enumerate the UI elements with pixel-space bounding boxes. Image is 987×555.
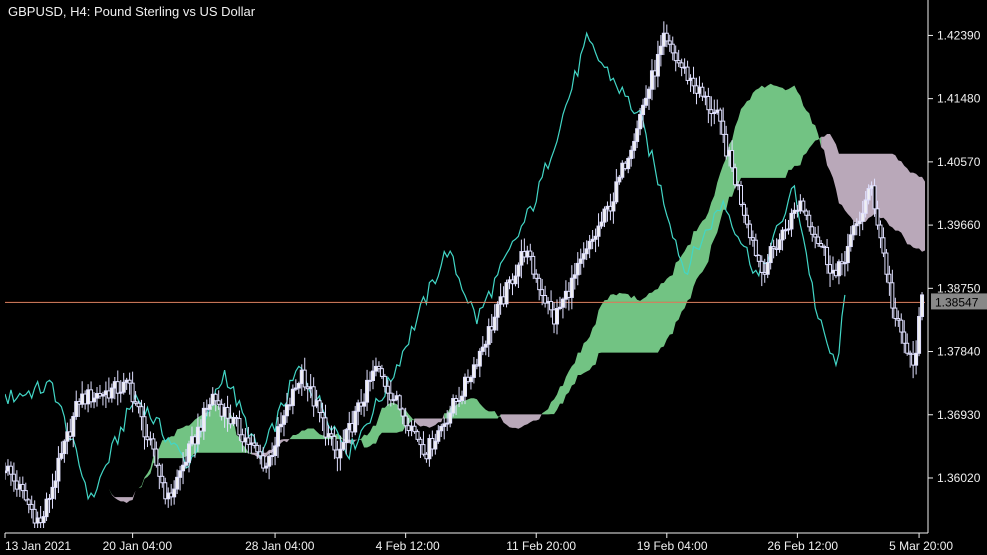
x-tick-label: 5 Mar 20:00: [889, 539, 953, 553]
y-tick-label: 1.42390: [937, 28, 981, 42]
y-tick-label: 1.38750: [937, 281, 981, 295]
chart-svg[interactable]: 1.42390 1.41480 1.40570 1.39660 1.38750 1.378…: [0, 0, 987, 555]
x-tick-label: 19 Feb 04:00: [637, 539, 708, 553]
y-tick-label: 1.40570: [937, 155, 981, 169]
x-tick-label: 13 Jan 2021: [5, 539, 71, 553]
y-tick-label: 1.39660: [937, 218, 981, 232]
x-tick-label: 4 Feb 12:00: [376, 539, 440, 553]
forex-chart[interactable]: 1.42390 1.41480 1.40570 1.39660 1.38750 1.378…: [0, 0, 987, 555]
y-tick-label: 1.36020: [937, 471, 981, 485]
x-tick-label: 20 Jan 04:00: [103, 539, 173, 553]
last-price-label: 1.38547: [935, 295, 979, 309]
chart-title: GBPUSD, H4: Pound Sterling vs US Dollar: [8, 4, 256, 19]
x-tick-label: 11 Feb 20:00: [506, 539, 576, 553]
y-tick-label: 1.36930: [937, 408, 981, 422]
x-tick-label: 28 Jan 04:00: [245, 539, 315, 553]
x-tick-label: 26 Feb 12:00: [767, 539, 838, 553]
y-tick-label: 1.37840: [937, 345, 981, 359]
y-tick-label: 1.41480: [937, 92, 981, 106]
